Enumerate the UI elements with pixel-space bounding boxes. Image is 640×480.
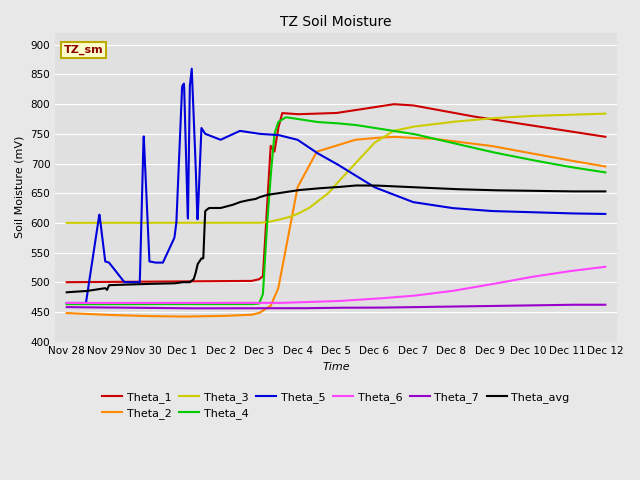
Line: Theta_6: Theta_6 (67, 267, 605, 303)
Theta_7 (586, 302, 594, 308)
Theta_2 (586, 161, 594, 167)
Theta_3 (310, 201, 318, 207)
Theta_4 (487, 149, 495, 155)
Theta_7 (63, 304, 70, 310)
Theta_7 (586, 302, 594, 308)
Theta_avg (487, 187, 495, 193)
Theta_1 (487, 116, 495, 122)
Legend: Theta_1, Theta_2, Theta_3, Theta_4, Theta_5, Theta_6, Theta_7, Theta_avg: Theta_1, Theta_2, Theta_3, Theta_4, Thet… (98, 387, 574, 423)
Theta_6 (602, 264, 609, 270)
Theta_5 (188, 66, 196, 72)
Theta_2 (178, 314, 186, 320)
Theta_3 (602, 111, 609, 117)
Theta_avg (351, 182, 359, 188)
Theta_4 (90, 301, 98, 307)
Theta_1 (586, 132, 594, 137)
Line: Theta_7: Theta_7 (67, 305, 605, 308)
Theta_7 (90, 304, 98, 310)
Theta_avg (586, 189, 594, 194)
Theta_7 (325, 305, 333, 311)
Title: TZ Soil Moisture: TZ Soil Moisture (280, 15, 392, 29)
Theta_7 (563, 302, 571, 308)
Theta_6 (63, 300, 70, 306)
Line: Theta_avg: Theta_avg (67, 185, 605, 292)
Theta_1 (90, 279, 98, 285)
Theta_4 (282, 114, 290, 120)
Theta_1 (310, 111, 318, 117)
Theta_4 (311, 119, 319, 124)
Theta_6 (586, 266, 593, 272)
Theta_1 (602, 134, 609, 140)
Theta_7 (602, 302, 609, 308)
Theta_2 (488, 143, 495, 149)
Theta_avg (324, 185, 332, 191)
Theta_3 (324, 190, 332, 196)
Theta_2 (586, 161, 594, 167)
Theta_1 (63, 279, 70, 285)
Theta_4 (602, 169, 609, 175)
Theta_2 (311, 153, 319, 158)
Line: Theta_5: Theta_5 (67, 69, 605, 303)
Theta_2 (390, 134, 397, 140)
Theta_3 (90, 220, 98, 226)
Theta_2 (325, 145, 333, 151)
Theta_7 (311, 305, 319, 311)
Theta_avg (63, 289, 70, 295)
Theta_5 (90, 246, 98, 252)
Theta_5 (487, 208, 495, 214)
Theta_7 (179, 305, 186, 311)
Theta_3 (487, 116, 495, 121)
Line: Theta_3: Theta_3 (67, 114, 605, 223)
Theta_4 (63, 301, 70, 307)
Theta_3 (586, 111, 593, 117)
Y-axis label: Soil Moisture (mV): Soil Moisture (mV) (15, 136, 25, 239)
Line: Theta_2: Theta_2 (67, 137, 605, 317)
Theta_6 (487, 282, 495, 288)
Theta_3 (63, 220, 70, 226)
Theta_5 (325, 156, 333, 162)
Theta_avg (586, 189, 593, 194)
X-axis label: Time: Time (322, 362, 350, 372)
Theta_5 (311, 148, 319, 154)
Theta_4 (325, 120, 333, 126)
Theta_4 (586, 167, 594, 173)
Line: Theta_4: Theta_4 (67, 117, 605, 304)
Theta_1 (390, 101, 397, 107)
Theta_1 (324, 110, 332, 116)
Theta_6 (90, 300, 98, 306)
Theta_5 (63, 300, 70, 306)
Theta_5 (602, 211, 609, 217)
Theta_3 (586, 111, 593, 117)
Theta_7 (487, 303, 495, 309)
Text: TZ_sm: TZ_sm (63, 45, 103, 55)
Theta_6 (586, 266, 593, 272)
Theta_avg (602, 189, 609, 194)
Theta_2 (602, 164, 609, 169)
Theta_6 (310, 299, 318, 305)
Theta_4 (586, 167, 593, 173)
Theta_6 (324, 299, 332, 304)
Theta_avg (310, 186, 318, 192)
Theta_1 (586, 132, 593, 137)
Theta_avg (90, 287, 98, 293)
Theta_5 (586, 211, 593, 216)
Theta_2 (63, 310, 70, 316)
Theta_2 (90, 312, 98, 317)
Theta_5 (586, 211, 594, 216)
Line: Theta_1: Theta_1 (67, 104, 605, 282)
